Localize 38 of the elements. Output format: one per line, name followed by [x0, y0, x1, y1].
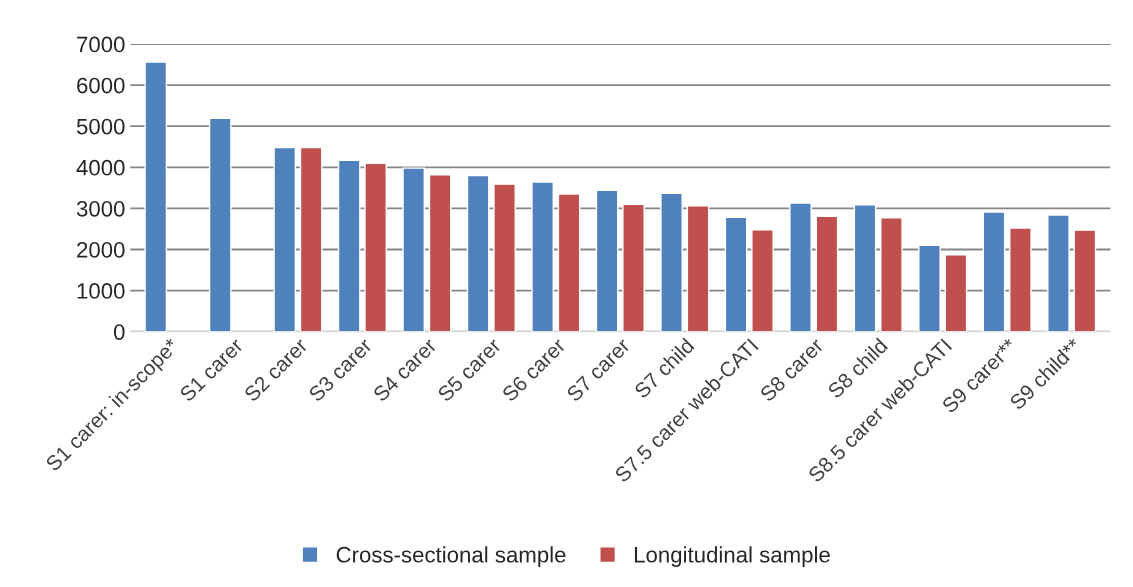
bar — [1073, 229, 1097, 332]
bar — [944, 254, 968, 332]
bar — [144, 61, 168, 332]
bar — [364, 162, 387, 332]
bar — [466, 174, 490, 332]
bar — [428, 173, 452, 332]
bar — [751, 229, 774, 332]
y-tick-label: 5000 — [76, 118, 125, 135]
legend-label: Cross-sectional sample — [336, 546, 566, 567]
bar — [208, 117, 232, 332]
y-tick-label: 0 — [113, 324, 125, 340]
y-tick-label: 7000 — [77, 36, 125, 53]
bar — [595, 189, 619, 332]
bar — [686, 205, 710, 332]
bar — [557, 193, 581, 332]
bar — [299, 146, 323, 332]
bar — [724, 216, 748, 332]
bar — [815, 215, 839, 332]
bar — [273, 146, 297, 332]
bar — [1009, 227, 1032, 332]
bar — [853, 203, 877, 332]
bar — [402, 167, 426, 332]
bar — [789, 202, 812, 332]
bar — [918, 244, 941, 332]
bar — [1047, 214, 1070, 332]
bar — [531, 181, 554, 332]
bar — [660, 192, 683, 332]
bar — [622, 203, 645, 332]
y-tick-label: 2000 — [77, 242, 125, 258]
bar — [880, 217, 903, 332]
bar — [982, 211, 1006, 332]
y-tick-label: 6000 — [77, 77, 125, 94]
legend-label: Longitudinal sample — [634, 546, 830, 567]
y-tick-label: 1000 — [77, 283, 125, 299]
bar — [493, 183, 516, 332]
bar — [337, 159, 361, 332]
y-tick-label: 4000 — [76, 159, 125, 176]
y-tick-label: 3000 — [76, 200, 125, 217]
